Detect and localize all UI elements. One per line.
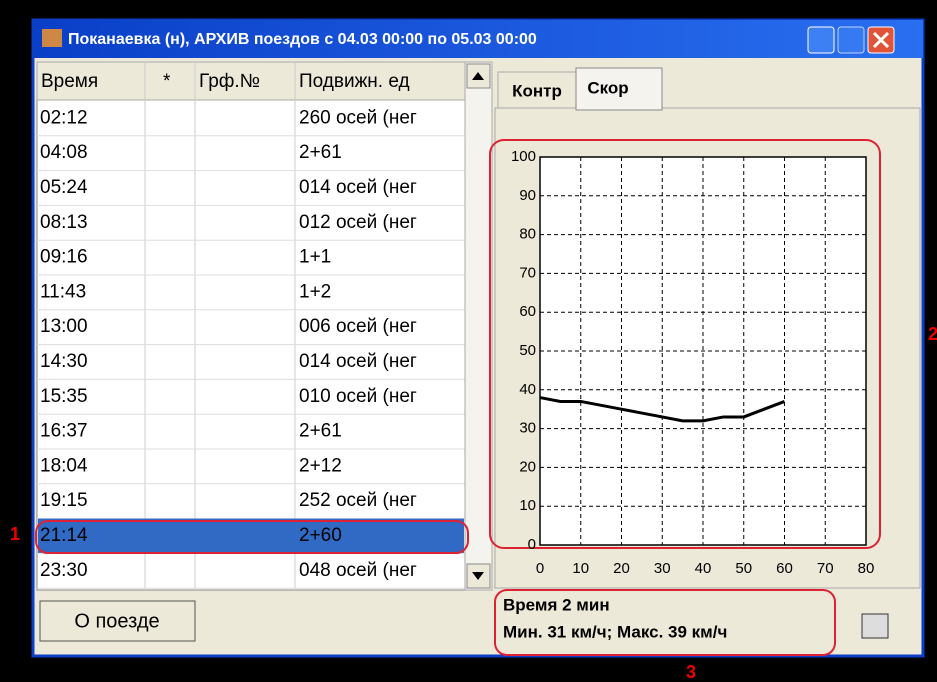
window-title: Поканаевка (н), АРХИВ поездов с 04.03 00…	[68, 31, 537, 48]
cell-time: 21:14	[40, 525, 88, 546]
cell-time: 15:35	[40, 386, 88, 407]
cell-time: 11:43	[40, 281, 86, 302]
cell-time: 13:00	[40, 316, 88, 337]
y-tick-label: 0	[528, 536, 536, 553]
cell-time: 02:12	[40, 107, 88, 128]
y-tick-label: 50	[519, 342, 536, 359]
column-header: Грф.№	[199, 71, 260, 92]
y-tick-label: 60	[519, 303, 536, 320]
print-icon[interactable]	[861, 613, 889, 639]
cell-time: 05:24	[40, 177, 88, 198]
cell-unit: 012 осей (нег	[299, 212, 417, 233]
y-tick-label: 90	[519, 187, 536, 204]
x-tick-label: 30	[654, 560, 671, 577]
y-tick-label: 40	[519, 381, 536, 398]
cell-time: 19:15	[40, 490, 88, 511]
cell-unit: 2+60	[299, 525, 342, 546]
tab-label: Контр	[512, 81, 562, 100]
x-tick-label: 80	[858, 560, 875, 577]
cell-unit: 010 осей (нег	[299, 386, 417, 407]
cell-unit: 252 осей (нег	[299, 490, 417, 511]
annotation: 1	[10, 524, 20, 544]
cell-time: 23:30	[40, 560, 88, 581]
chart-highlight	[489, 139, 881, 549]
table: Время * Грф.№ Подвижн. ед 02:12 260 осей (нег…	[36, 61, 466, 591]
cell-time: 04:08	[40, 142, 88, 163]
cell-unit: 2+12	[299, 455, 342, 476]
scrollbar[interactable]	[464, 61, 493, 591]
x-tick-label: 40	[695, 560, 712, 577]
title-bar	[33, 20, 923, 58]
minimize-button[interactable]	[807, 26, 835, 54]
y-tick-label: 30	[519, 420, 536, 437]
cell-time: 14:30	[40, 351, 88, 372]
row-highlight	[35, 520, 469, 554]
cell-unit: 260 осей (нег	[299, 107, 417, 128]
y-tick-label: 70	[519, 264, 536, 281]
x-tick-label: 10	[572, 560, 589, 577]
annotation: 3	[686, 662, 696, 682]
chart: 0 10 20 30 40 50 60 70 80 90 100 0 10 20 30 40 50 60 70 80	[511, 148, 874, 577]
close-icon	[872, 31, 890, 49]
cell-unit: 014 осей (нег	[299, 351, 417, 372]
cell-unit: 2+61	[299, 421, 342, 442]
cell-unit: 1+2	[299, 281, 331, 302]
table-body	[36, 61, 466, 591]
y-tick-label: 10	[519, 497, 536, 514]
cell-unit: 048 осей (нег	[299, 560, 417, 581]
arrow-down	[472, 572, 484, 580]
x-tick-label: 50	[735, 560, 752, 577]
cell-unit: 2+61	[299, 142, 342, 163]
x-tick-label: 70	[817, 560, 834, 577]
info-time: Время 2 мин	[503, 595, 610, 614]
cell-time: 09:16	[40, 247, 88, 268]
column-header: Подвижн. ед	[299, 71, 410, 92]
cell-unit: 014 осей (нег	[299, 177, 417, 198]
cell-time: 16:37	[40, 421, 88, 442]
tab[interactable]	[497, 71, 577, 109]
y-tick-label: 80	[519, 226, 536, 243]
button-label: О поезде	[74, 610, 159, 632]
column-header: Время	[41, 71, 98, 92]
selected-row	[38, 518, 464, 554]
about-train-button[interactable]	[39, 600, 196, 642]
info-highlight	[494, 589, 836, 656]
maximize-button[interactable]	[837, 26, 865, 54]
info-speed: Мин. 31 км/ч; Макс. 39 км/ч	[503, 622, 727, 641]
annotation: 2	[928, 324, 937, 344]
cell-unit: 006 осей (нег	[299, 316, 417, 337]
x-tick-label: 20	[613, 560, 630, 577]
tab-active[interactable]	[575, 67, 663, 111]
y-tick-label: 100	[511, 148, 536, 165]
tab-label: Скор	[587, 78, 628, 97]
cell-unit: 1+1	[299, 247, 331, 268]
cell-time: 18:04	[40, 455, 88, 476]
x-tick-label: 0	[536, 560, 544, 577]
speed-line	[539, 396, 786, 423]
cell-time: 08:13	[40, 212, 88, 233]
arrow-up	[472, 72, 484, 80]
app-icon	[42, 29, 62, 47]
y-tick-label: 20	[519, 458, 536, 475]
x-tick-label: 60	[776, 560, 793, 577]
column-header: *	[163, 71, 171, 92]
